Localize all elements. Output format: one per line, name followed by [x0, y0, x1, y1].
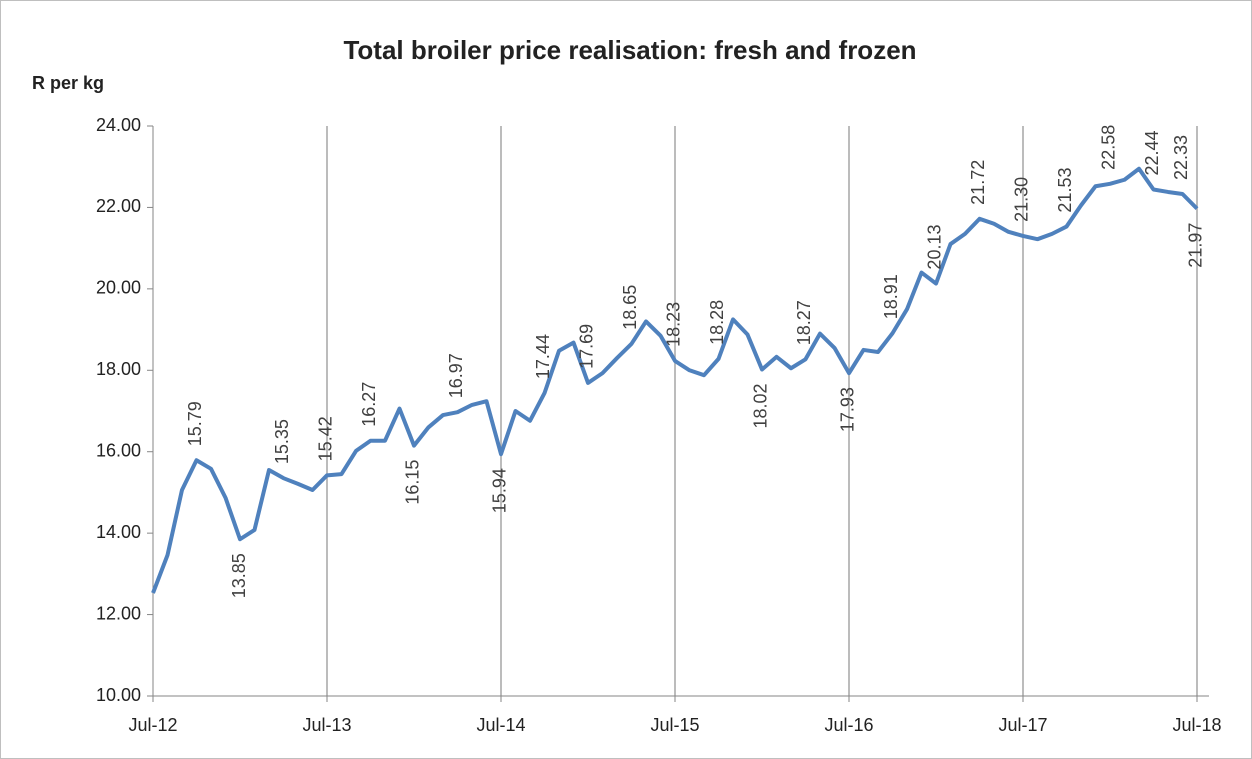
- data-label: 18.65: [620, 285, 640, 330]
- y-tick-label: 16.00: [96, 440, 141, 460]
- chart-title: Total broiler price realisation: fresh a…: [343, 35, 916, 65]
- data-label: 15.79: [185, 401, 205, 446]
- data-label: 17.69: [577, 324, 597, 369]
- data-label: 21.72: [968, 160, 988, 205]
- y-axis-label: R per kg: [32, 73, 104, 93]
- y-tick-label: 12.00: [96, 603, 141, 623]
- y-tick-label: 18.00: [96, 359, 141, 379]
- data-label: 15.94: [490, 468, 510, 513]
- data-label: 18.28: [707, 300, 727, 345]
- data-label: 18.91: [881, 274, 901, 319]
- data-label: 16.27: [359, 382, 379, 427]
- data-label: 21.30: [1012, 177, 1032, 222]
- x-tick-label: Jul-16: [824, 715, 873, 735]
- x-tick-label: Jul-14: [476, 715, 525, 735]
- line-series: [151, 166, 1199, 594]
- data-label: 15.42: [316, 416, 336, 461]
- data-label: 21.97: [1186, 223, 1206, 268]
- y-tick-label: 10.00: [96, 685, 141, 705]
- x-tick-label: Jul-18: [1172, 715, 1221, 735]
- data-label: 16.15: [403, 460, 423, 505]
- data-label: 18.27: [794, 300, 814, 345]
- x-tick-label: Jul-13: [302, 715, 351, 735]
- data-label: 18.02: [751, 383, 771, 428]
- data-label: 17.44: [533, 334, 553, 379]
- x-tick-label: Jul-17: [998, 715, 1047, 735]
- y-tick-label: 20.00: [96, 278, 141, 298]
- data-label: 22.58: [1099, 125, 1119, 170]
- data-label: 18.23: [664, 302, 684, 347]
- data-label: 22.33: [1171, 135, 1191, 180]
- data-label: 21.53: [1055, 168, 1075, 213]
- y-tick-label: 22.00: [96, 196, 141, 216]
- x-tick-label: Jul-12: [128, 715, 177, 735]
- data-label: 22.44: [1142, 130, 1162, 175]
- data-label: 17.93: [838, 387, 858, 432]
- y-tick-label: 24.00: [96, 115, 141, 135]
- y-tick-label: 14.00: [96, 522, 141, 542]
- data-label: 13.85: [229, 553, 249, 598]
- x-tick-label: Jul-15: [650, 715, 699, 735]
- data-label: 16.97: [446, 353, 466, 398]
- data-label: 15.35: [272, 419, 292, 464]
- data-label: 20.13: [925, 225, 945, 270]
